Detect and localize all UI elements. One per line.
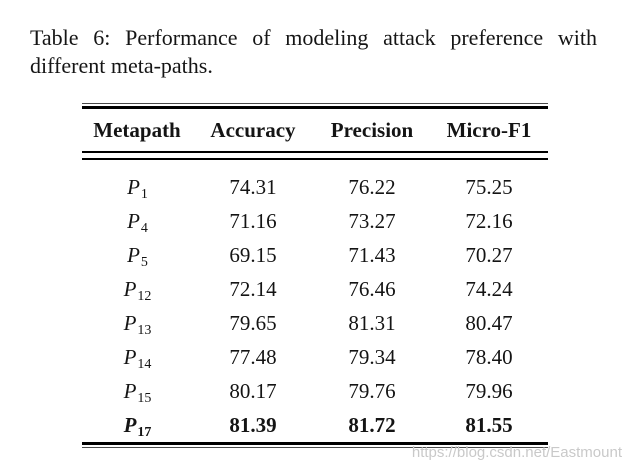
table-header-separator-rule bbox=[82, 151, 548, 160]
table-row: P1 74.31 76.22 75.25 bbox=[82, 170, 548, 204]
table-row: P14 77.48 79.34 78.40 bbox=[82, 340, 548, 374]
watermark-url: https://blog.csdn.net/Eastmount bbox=[411, 444, 622, 461]
accuracy-cell: 80.17 bbox=[229, 379, 277, 403]
accuracy-cell: 72.14 bbox=[229, 277, 277, 301]
precision-cell: 76.46 bbox=[348, 277, 396, 301]
metapath-cell: P1 bbox=[127, 175, 148, 202]
accuracy-cell: 81.39 bbox=[229, 413, 277, 437]
table-row: P12 72.14 76.46 74.24 bbox=[82, 272, 548, 306]
micro-f1-cell: 74.24 bbox=[465, 277, 513, 301]
table-row: P4 71.16 73.27 72.16 bbox=[82, 204, 548, 238]
bottom-rule-thick-line bbox=[82, 442, 548, 445]
top-rule-thick-line bbox=[82, 106, 548, 109]
precision-cell: 76.22 bbox=[348, 175, 396, 199]
precision-cell: 79.76 bbox=[348, 379, 396, 403]
micro-f1-cell: 70.27 bbox=[465, 243, 513, 267]
table-caption: Table 6: Performance of modeling attack … bbox=[30, 24, 597, 80]
bottom-rule-thin-line bbox=[82, 447, 548, 448]
precision-cell: 81.31 bbox=[348, 311, 396, 335]
table-top-rule bbox=[82, 103, 548, 109]
column-header-precision: Precision bbox=[330, 118, 414, 142]
table-bottom-rule bbox=[82, 442, 548, 448]
table-row: P13 79.65 81.31 80.47 bbox=[82, 306, 548, 340]
column-header-micro-f1: Micro-F1 bbox=[446, 118, 532, 142]
accuracy-cell: 74.31 bbox=[229, 175, 277, 199]
separator-rule-upper-line bbox=[82, 151, 548, 153]
metapath-cell: P17 bbox=[123, 413, 152, 440]
results-table: Metapath Accuracy Precision Micro-F1 P1 7… bbox=[82, 103, 548, 448]
table-header-row: Metapath Accuracy Precision Micro-F1 bbox=[82, 109, 548, 151]
metapath-cell: P14 bbox=[123, 345, 152, 372]
caption-line-1: Table 6: Performance of modeling attack … bbox=[30, 25, 597, 50]
table-row: P15 80.17 79.76 79.96 bbox=[82, 374, 548, 408]
metapath-cell: P4 bbox=[127, 209, 148, 236]
table-body: P1 74.31 76.22 75.25 P4 71.16 73.27 72.16 P5 69.1… bbox=[82, 160, 548, 442]
separator-rule-lower-line bbox=[82, 158, 548, 160]
table-row: P17 81.39 81.72 81.55 bbox=[82, 408, 548, 442]
micro-f1-cell: 75.25 bbox=[465, 175, 513, 199]
accuracy-cell: 71.16 bbox=[229, 209, 277, 233]
precision-cell: 79.34 bbox=[348, 345, 396, 369]
accuracy-cell: 77.48 bbox=[229, 345, 277, 369]
precision-cell: 71.43 bbox=[348, 243, 396, 267]
column-header-accuracy: Accuracy bbox=[210, 118, 296, 142]
micro-f1-cell: 78.40 bbox=[465, 345, 513, 369]
micro-f1-cell: 79.96 bbox=[465, 379, 513, 403]
micro-f1-cell: 72.16 bbox=[465, 209, 513, 233]
column-header-metapath: Metapath bbox=[93, 118, 181, 142]
caption-line-2: different meta-paths. bbox=[30, 53, 213, 78]
metapath-cell: P15 bbox=[123, 379, 152, 406]
micro-f1-cell: 80.47 bbox=[465, 311, 513, 335]
table-row: P5 69.15 71.43 70.27 bbox=[82, 238, 548, 272]
accuracy-cell: 79.65 bbox=[229, 311, 277, 335]
top-rule-thin-line bbox=[82, 103, 548, 104]
precision-cell: 73.27 bbox=[348, 209, 396, 233]
metapath-cell: P12 bbox=[123, 277, 152, 304]
accuracy-cell: 69.15 bbox=[229, 243, 277, 267]
precision-cell: 81.72 bbox=[348, 413, 396, 437]
metapath-cell: P13 bbox=[123, 311, 152, 338]
metapath-cell: P5 bbox=[127, 243, 148, 270]
micro-f1-cell: 81.55 bbox=[465, 413, 513, 437]
